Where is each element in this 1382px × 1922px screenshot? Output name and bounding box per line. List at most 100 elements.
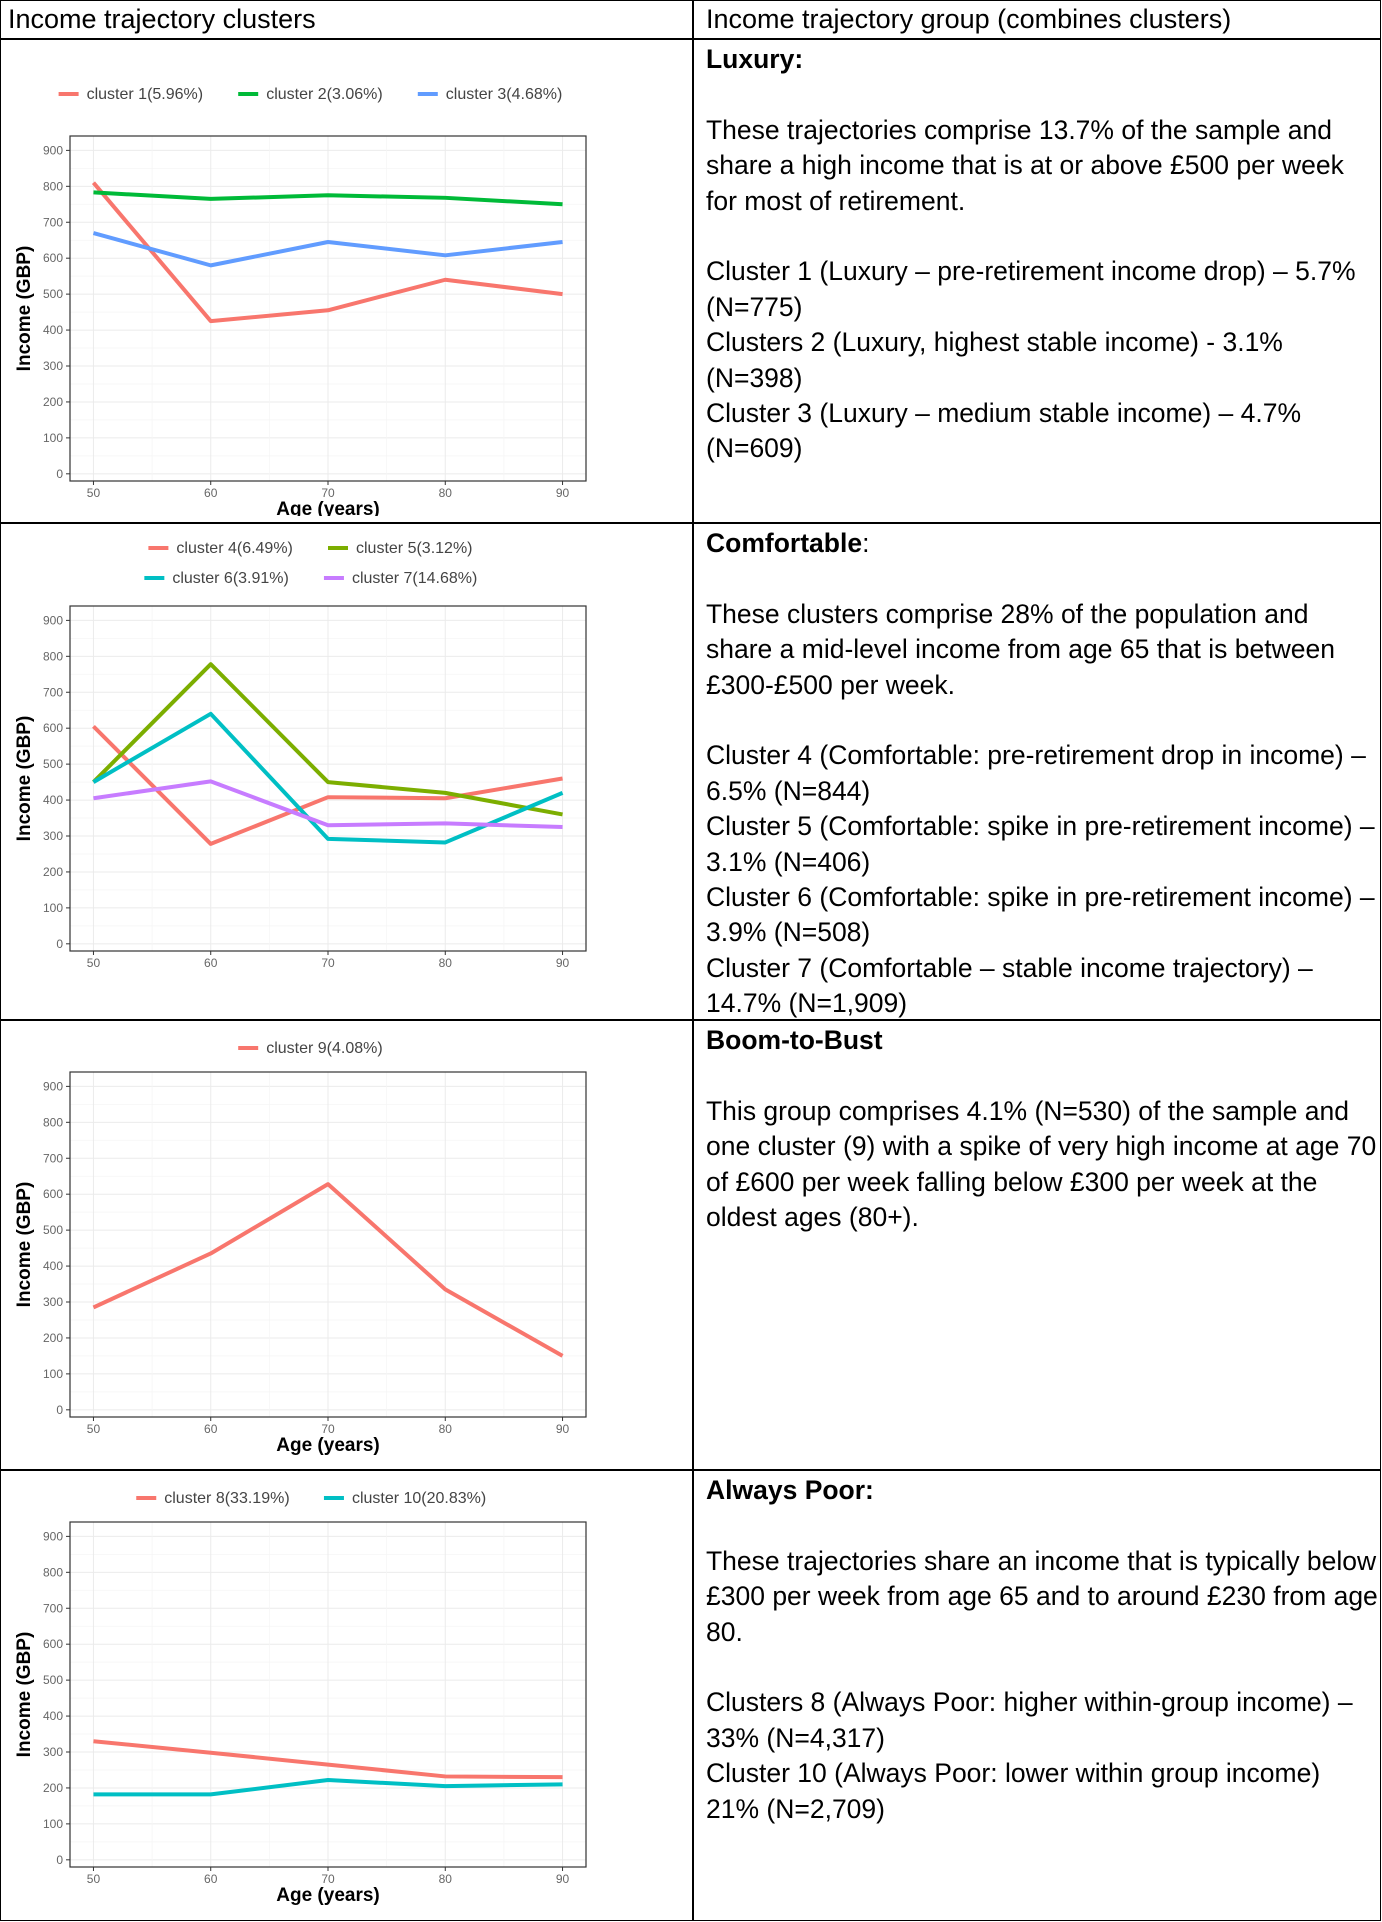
group-title: Luxury: <box>706 44 804 74</box>
x-tick-label: 50 <box>87 486 101 500</box>
series-line <box>93 190 563 207</box>
x-tick-label: 90 <box>556 956 570 970</box>
y-tick-label: 800 <box>43 649 63 663</box>
x-tick-label: 60 <box>204 1422 218 1436</box>
series-line <box>92 231 563 268</box>
y-tick-label: 300 <box>43 1745 63 1759</box>
legend-label: cluster 4(6.49%) <box>176 540 293 557</box>
y-tick-label: 300 <box>43 1295 63 1309</box>
x-axis-title: Age (years) <box>276 969 380 970</box>
y-tick-label: 900 <box>43 1529 63 1543</box>
y-tick-label: 100 <box>43 1817 63 1831</box>
row-separator <box>0 38 1381 40</box>
y-tick-label: 600 <box>43 1637 63 1651</box>
y-tick-label: 200 <box>43 865 63 879</box>
series-line <box>93 779 563 830</box>
series-line <box>93 1778 563 1797</box>
y-tick-label: 100 <box>43 431 63 445</box>
series-line <box>92 1182 564 1358</box>
column-divider <box>692 0 694 1921</box>
x-tick-label: 50 <box>87 1872 101 1886</box>
y-tick-label: 400 <box>43 1709 63 1723</box>
group-description-comfortable: Comfortable: These clusters comprise 28%… <box>706 526 1378 1022</box>
x-tick-label: 90 <box>556 1422 570 1436</box>
cluster-description: Cluster 5 (Comfortable: spike in pre-ret… <box>706 811 1375 877</box>
legend-label: cluster 5(3.12%) <box>356 540 473 557</box>
y-axis-title: Income (GBP) <box>14 1182 35 1308</box>
y-tick-label: 100 <box>43 901 63 915</box>
y-tick-label: 600 <box>43 251 63 265</box>
x-tick-label: 50 <box>87 956 101 970</box>
y-axis-title: Income (GBP) <box>14 716 35 842</box>
series-line <box>93 1739 563 1780</box>
y-tick-label: 700 <box>43 1151 63 1165</box>
y-tick-label: 700 <box>43 685 63 699</box>
y-tick-label: 0 <box>56 1403 63 1417</box>
x-axis-title: Age (years) <box>276 1435 380 1456</box>
y-tick-label: 500 <box>43 287 63 301</box>
y-axis-title: Income (GBP) <box>14 246 35 372</box>
group-paragraph: These trajectories share an income that … <box>706 1545 1378 1647</box>
y-tick-label: 500 <box>43 1223 63 1237</box>
y-tick-label: 500 <box>43 757 63 771</box>
group-title-suffix: : <box>862 528 870 558</box>
group-title: Comfortable <box>706 528 863 558</box>
chart-comfortable: cluster 4(6.49%) cluster 5(3.12%) cluster … <box>14 540 587 970</box>
y-tick-label: 600 <box>43 721 63 735</box>
y-tick-label: 400 <box>43 793 63 807</box>
group-title: Boom-to-Bust <box>706 1025 883 1055</box>
x-tick-label: 70 <box>321 1422 335 1436</box>
legend-label: cluster 2(3.06%) <box>266 86 383 103</box>
y-tick-label: 500 <box>43 1673 63 1687</box>
x-tick-label: 60 <box>204 1872 218 1886</box>
y-tick-label: 400 <box>43 323 63 337</box>
group-description-luxury: Luxury: These trajectories comprise 13.7… <box>706 42 1378 467</box>
cluster-description: Cluster 7 (Comfortable – stable income t… <box>706 952 1313 1019</box>
cluster-description: Cluster 3 (Luxury – medium stable income… <box>706 398 1302 464</box>
group-paragraph: This group comprises 4.1% (N=530) of the… <box>706 1095 1377 1233</box>
x-tick-label: 70 <box>321 486 335 500</box>
y-tick-label: 700 <box>43 215 63 229</box>
y-tick-label: 200 <box>43 395 63 409</box>
y-tick-label: 200 <box>43 1781 63 1795</box>
header-right: Income trajectory group (combines cluste… <box>706 4 1232 34</box>
x-tick-label: 60 <box>204 486 218 500</box>
y-tick-label: 800 <box>43 179 63 193</box>
y-tick-label: 100 <box>43 1367 63 1381</box>
legend-label: cluster 1(5.96%) <box>87 86 204 103</box>
x-tick-label: 80 <box>439 956 453 970</box>
chart-luxury: cluster 1(5.96%) cluster 2(3.06%) cluster … <box>14 86 587 516</box>
x-tick-label: 80 <box>439 1872 453 1886</box>
group-description-always-poor: Always Poor: These trajectories share an… <box>706 1473 1378 1827</box>
y-tick-label: 300 <box>43 359 63 373</box>
cluster-description: Cluster 1 (Luxury – pre-retirement incom… <box>706 256 1356 322</box>
x-tick-label: 80 <box>439 1422 453 1436</box>
y-tick-label: 0 <box>56 467 63 481</box>
x-tick-label: 90 <box>556 1872 570 1886</box>
legend-label: cluster 8(33.19%) <box>164 1490 289 1507</box>
y-tick-label: 900 <box>43 143 63 157</box>
cluster-description: Cluster 6 (Comfortable: spike in pre-ret… <box>706 882 1375 948</box>
y-tick-label: 900 <box>43 1079 63 1093</box>
legend-label: cluster 10(20.83%) <box>352 1490 486 1507</box>
chart-always-poor: cluster 8(33.19%) cluster 10(20.83%) 0 100 2… <box>14 1490 587 1906</box>
row-separator <box>0 1019 1381 1021</box>
y-tick-label: 200 <box>43 1331 63 1345</box>
x-tick-label: 80 <box>439 486 453 500</box>
legend-label: cluster 7(14.68%) <box>352 570 477 587</box>
y-tick-label: 0 <box>56 1853 63 1867</box>
row-separator <box>0 1469 1381 1471</box>
legend-label: cluster 3(4.68%) <box>446 86 563 103</box>
cluster-description: Clusters 8 (Always Poor: higher within-g… <box>706 1687 1353 1753</box>
series-line <box>91 181 563 324</box>
y-tick-label: 800 <box>43 1565 63 1579</box>
x-axis-title: Age (years) <box>276 1885 380 1906</box>
header-left: Income trajectory clusters <box>8 4 316 34</box>
x-tick-label: 90 <box>556 486 570 500</box>
cluster-description: Cluster 4 (Comfortable: pre-retirement d… <box>706 740 1366 806</box>
x-axis-title: Age (years) <box>276 499 380 516</box>
legend-label: cluster 6(3.91%) <box>172 570 289 587</box>
x-tick-label: 70 <box>321 1872 335 1886</box>
cluster-description: Clusters 2 (Luxury, highest stable incom… <box>706 327 1283 393</box>
